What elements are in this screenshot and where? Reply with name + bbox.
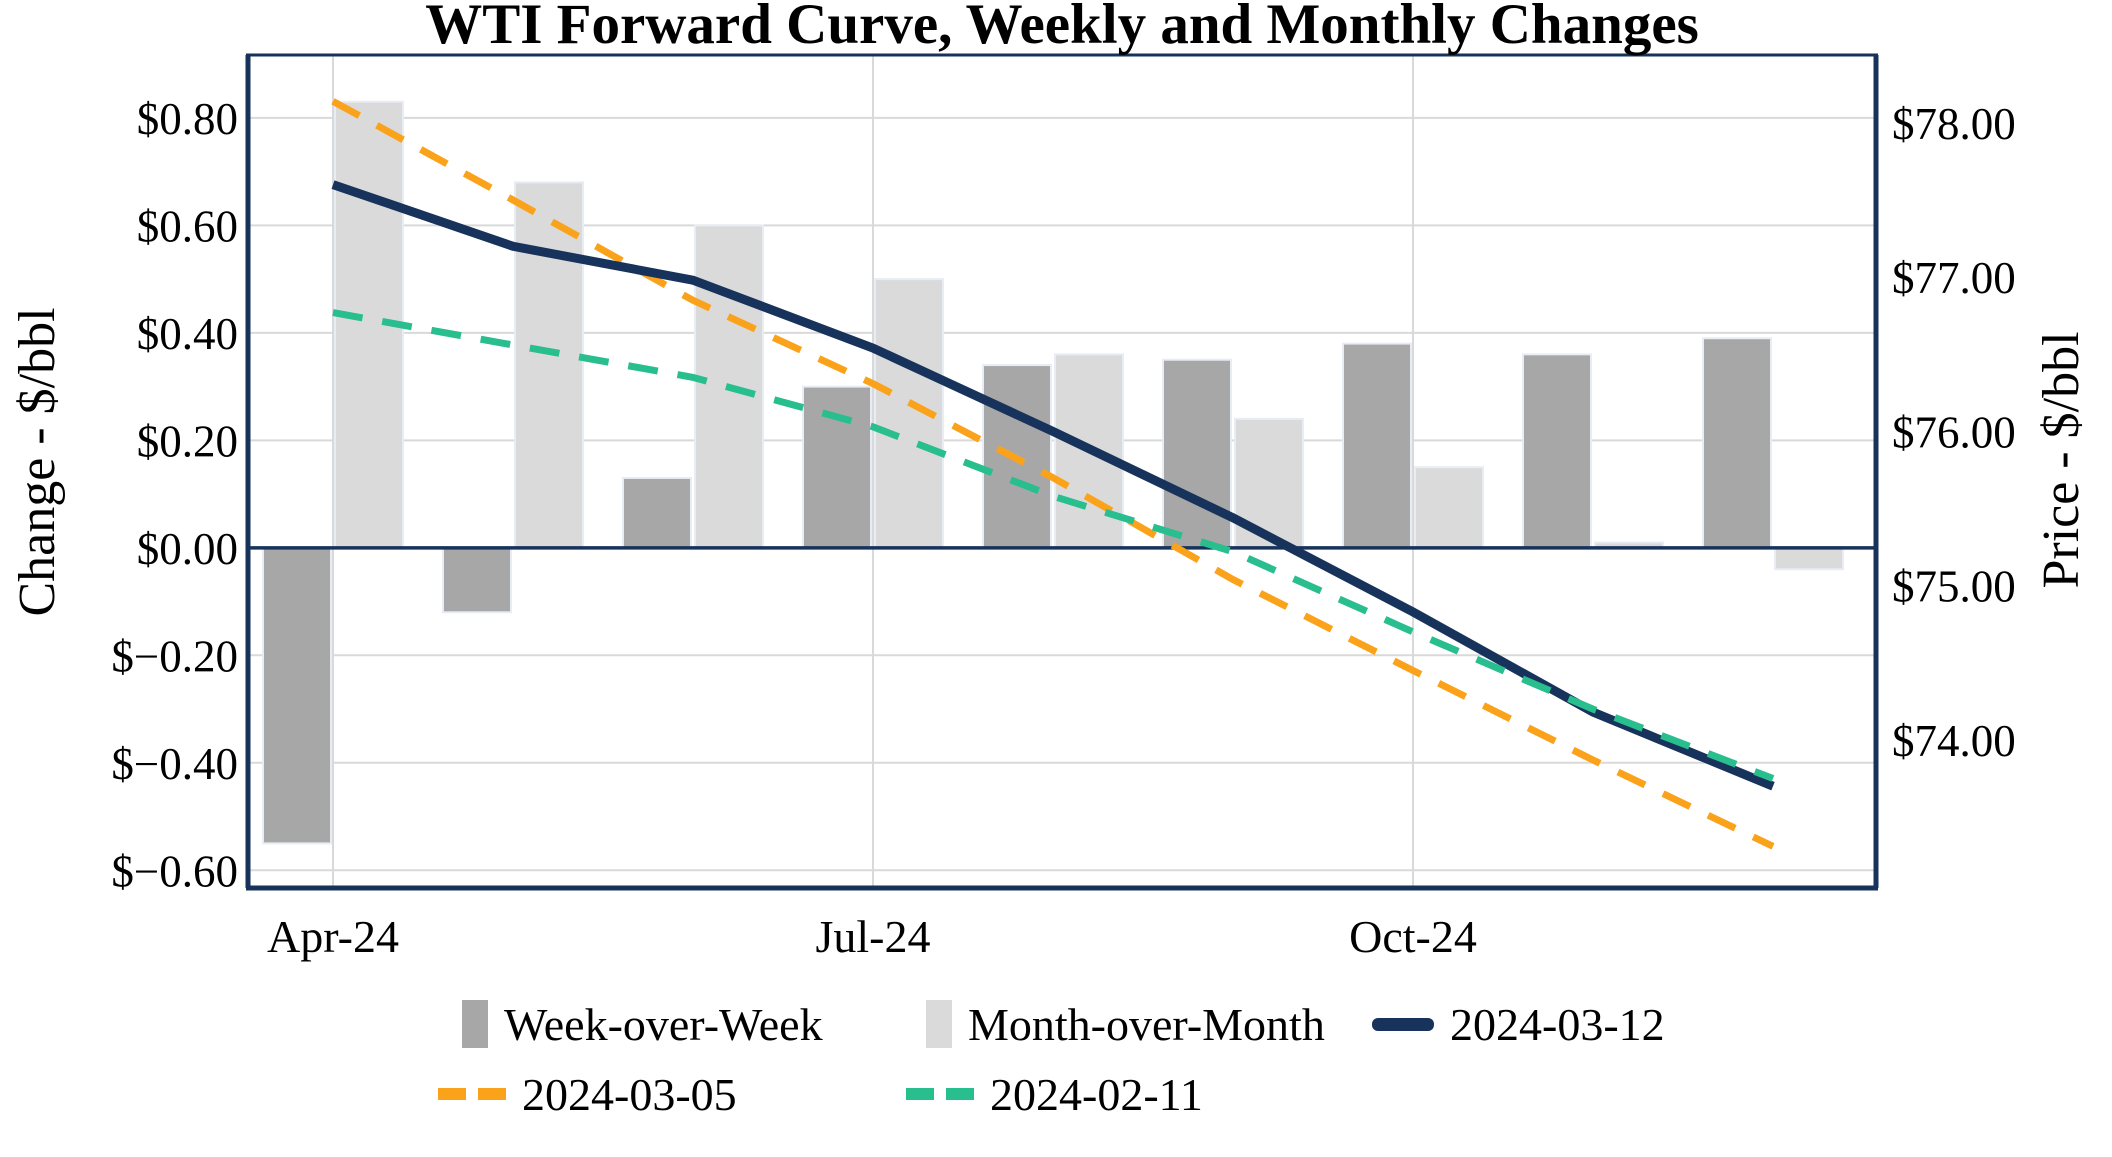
x-tick-label: Oct-24 <box>1349 911 1477 962</box>
right-tick-labels: $78.00 $77.00 $76.00 $75.00 $74.00 <box>1892 99 2016 766</box>
left-tick-label: $0.80 <box>137 94 238 144</box>
bar-month-over-month-may-24 <box>514 181 584 549</box>
left-tick-label: $−0.40 <box>111 739 238 789</box>
x-tick-labels: Apr-24 Jul-24 Oct-24 <box>267 911 1477 962</box>
left-tick-labels: $0.80 $0.60 $0.40 $0.20 $0.00 $−0.20 $−0.40 $−0… <box>111 94 238 896</box>
plot-frame <box>245 53 1879 891</box>
left-axis-title: Change - $/bbl <box>9 307 66 617</box>
line-2024-02-11 <box>332 309 1775 782</box>
right-tick-label: $77.00 <box>1892 253 2016 303</box>
right-tick-label: $76.00 <box>1892 407 2016 457</box>
bar-week-over-week-may-24 <box>442 546 512 614</box>
right-tick-label: $78.00 <box>1892 99 2016 149</box>
bar-week-over-week-sep-24 <box>1162 358 1232 549</box>
line-2024-03-12 <box>331 180 1775 791</box>
vertical-gridlines <box>332 55 1414 888</box>
price-lines <box>331 98 1775 850</box>
left-tick-label: $0.40 <box>137 309 238 359</box>
left-tick-label: $−0.20 <box>111 631 238 681</box>
bar-week-over-week-dec-24 <box>1702 337 1772 549</box>
bar-week-over-week-apr-24 <box>262 546 332 845</box>
bar-week-over-week-jul-24 <box>802 385 872 549</box>
bar-week-over-week-oct-24 <box>1342 342 1412 549</box>
left-tick-label: $0.20 <box>137 416 238 466</box>
x-tick-label: Jul-24 <box>816 911 931 962</box>
left-tick-label: $−0.60 <box>111 846 238 896</box>
right-tick-label: $74.00 <box>1892 716 2016 766</box>
right-tick-label: $75.00 <box>1892 562 2016 612</box>
bar-month-over-month-oct-24 <box>1414 466 1484 549</box>
line-2024-03-05 <box>331 98 1775 850</box>
bar-month-over-month-dec-24 <box>1774 546 1844 571</box>
x-tick-label: Apr-24 <box>267 911 399 962</box>
bar-series <box>262 100 1844 845</box>
right-axis-title: Price - $/bbl <box>2033 331 2090 589</box>
bar-week-over-week-jun-24 <box>622 476 692 549</box>
chart-title: WTI Forward Curve, Weekly and Monthly Ch… <box>425 0 1699 56</box>
bar-week-over-week-nov-24 <box>1522 353 1592 549</box>
left-tick-label: $0.00 <box>137 524 238 574</box>
left-tick-label: $0.60 <box>137 201 238 251</box>
